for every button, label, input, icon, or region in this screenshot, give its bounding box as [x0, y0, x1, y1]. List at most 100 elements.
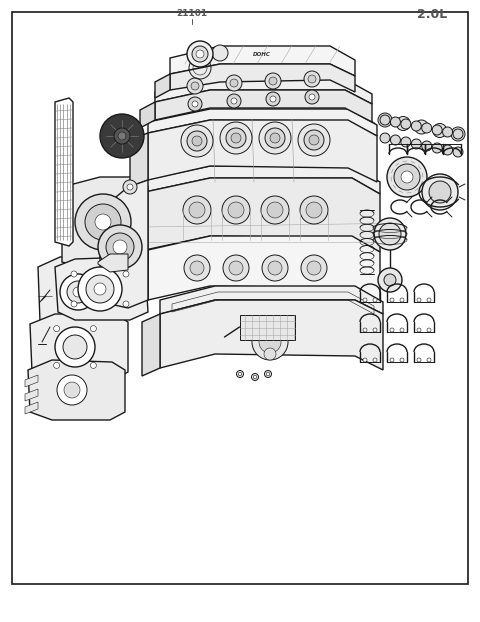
Circle shape [188, 97, 202, 111]
Polygon shape [145, 166, 380, 194]
Circle shape [304, 71, 320, 87]
Polygon shape [160, 286, 383, 314]
Circle shape [191, 82, 199, 90]
Circle shape [401, 119, 411, 129]
Circle shape [183, 196, 211, 224]
Circle shape [417, 358, 421, 362]
Circle shape [270, 96, 276, 102]
Circle shape [268, 261, 282, 275]
Polygon shape [170, 46, 355, 76]
Circle shape [390, 298, 394, 302]
Circle shape [384, 274, 396, 286]
Polygon shape [155, 74, 170, 98]
Circle shape [100, 114, 144, 158]
Circle shape [432, 125, 442, 135]
Circle shape [252, 373, 259, 381]
Circle shape [394, 164, 420, 190]
Circle shape [374, 218, 406, 250]
Text: 2.0L: 2.0L [417, 7, 447, 21]
Circle shape [417, 298, 421, 302]
Circle shape [227, 94, 241, 108]
Circle shape [238, 372, 242, 376]
Circle shape [267, 202, 283, 218]
Circle shape [71, 271, 77, 277]
Polygon shape [155, 79, 372, 104]
Circle shape [378, 268, 402, 292]
Circle shape [308, 75, 316, 83]
Circle shape [363, 328, 367, 332]
Circle shape [55, 327, 95, 367]
Circle shape [231, 133, 241, 143]
Circle shape [253, 375, 257, 379]
Circle shape [189, 202, 205, 218]
Circle shape [90, 363, 96, 368]
Circle shape [222, 196, 250, 224]
Circle shape [90, 325, 96, 332]
Circle shape [269, 77, 277, 85]
Polygon shape [150, 107, 375, 128]
Circle shape [298, 124, 330, 156]
Circle shape [261, 196, 289, 224]
Circle shape [60, 274, 96, 310]
Circle shape [54, 363, 60, 368]
Text: 21101: 21101 [177, 9, 207, 19]
Circle shape [401, 171, 413, 183]
Circle shape [75, 194, 131, 250]
Polygon shape [55, 257, 148, 320]
Circle shape [67, 281, 89, 303]
Circle shape [387, 157, 427, 197]
Circle shape [400, 328, 404, 332]
Circle shape [379, 223, 401, 245]
Circle shape [63, 335, 87, 359]
Circle shape [401, 137, 411, 147]
Polygon shape [148, 109, 377, 136]
Circle shape [106, 233, 134, 261]
Circle shape [226, 128, 246, 148]
Circle shape [305, 90, 319, 104]
Circle shape [427, 298, 431, 302]
Circle shape [192, 46, 208, 62]
Polygon shape [28, 360, 125, 420]
Circle shape [264, 371, 272, 378]
Circle shape [113, 240, 127, 254]
Circle shape [270, 133, 280, 143]
Circle shape [228, 202, 244, 218]
Circle shape [380, 115, 390, 125]
Circle shape [266, 372, 270, 376]
Circle shape [123, 301, 129, 307]
Circle shape [187, 41, 213, 67]
Circle shape [400, 298, 404, 302]
Circle shape [443, 145, 453, 155]
Circle shape [237, 371, 243, 378]
Polygon shape [148, 120, 377, 182]
Circle shape [429, 181, 451, 203]
Circle shape [262, 255, 288, 281]
Circle shape [230, 79, 238, 87]
Circle shape [231, 98, 237, 104]
Circle shape [453, 129, 463, 139]
Polygon shape [98, 254, 128, 272]
Circle shape [94, 283, 106, 295]
Circle shape [390, 117, 400, 127]
Circle shape [252, 324, 288, 360]
Circle shape [417, 328, 421, 332]
Circle shape [212, 45, 228, 61]
Polygon shape [30, 314, 128, 380]
Polygon shape [160, 300, 383, 370]
Circle shape [64, 382, 80, 398]
Circle shape [220, 122, 252, 154]
Polygon shape [128, 192, 145, 258]
Circle shape [229, 261, 243, 275]
Polygon shape [145, 178, 380, 252]
Circle shape [192, 101, 198, 107]
Circle shape [301, 255, 327, 281]
Circle shape [422, 174, 458, 210]
Polygon shape [130, 133, 148, 187]
Circle shape [223, 255, 249, 281]
Circle shape [422, 141, 432, 151]
Circle shape [181, 125, 213, 157]
Circle shape [264, 348, 276, 360]
Circle shape [306, 202, 322, 218]
Circle shape [451, 127, 465, 141]
Circle shape [390, 328, 394, 332]
